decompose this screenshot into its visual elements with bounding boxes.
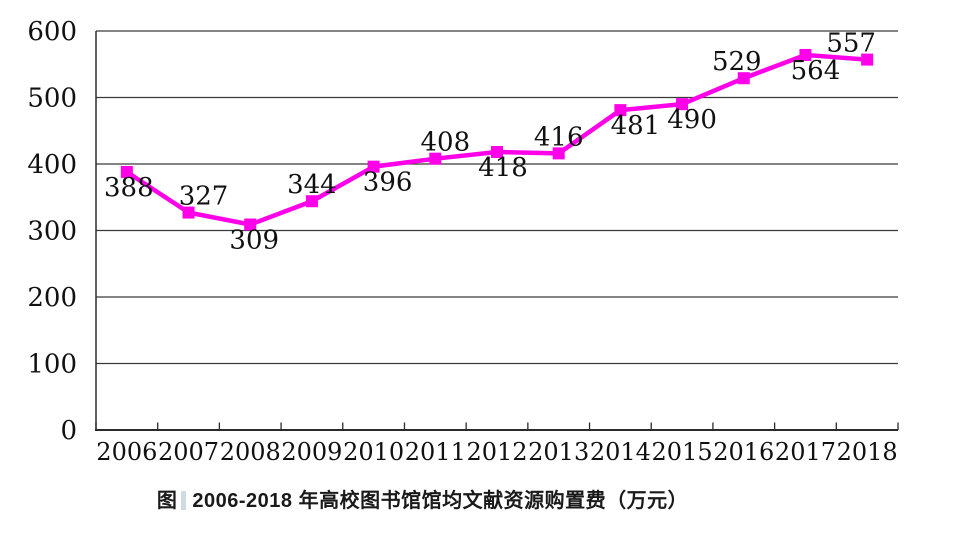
data-value-label: 418	[478, 153, 528, 183]
x-tick-label: 2016	[713, 438, 774, 466]
data-value-label: 529	[712, 47, 762, 77]
y-tick-label: 0	[60, 416, 77, 446]
data-value-label: 564	[791, 56, 841, 86]
data-point-marker	[552, 147, 565, 160]
x-tick-label: 2011	[405, 438, 466, 466]
data-point-marker	[429, 152, 442, 165]
data-point-marker	[861, 53, 874, 66]
x-tick-label: 2008	[220, 438, 281, 466]
data-value-label: 388	[104, 173, 154, 203]
x-tick-label: 2018	[837, 438, 898, 466]
data-point-marker	[676, 98, 689, 111]
data-value-label: 327	[179, 182, 229, 212]
data-point-marker	[367, 160, 380, 173]
x-tick-label: 2009	[281, 438, 342, 466]
data-value-label: 557	[826, 29, 876, 59]
data-value-label: 344	[287, 170, 337, 200]
data-point-marker	[244, 218, 257, 231]
data-point-marker	[182, 206, 195, 219]
x-tick-label: 2006	[96, 438, 157, 466]
x-tick-label: 2015	[652, 438, 713, 466]
caption-prefix: 图	[156, 490, 178, 512]
x-tick-label: 2012	[466, 438, 527, 466]
y-tick-label: 200	[27, 283, 77, 313]
data-point-marker	[491, 146, 503, 159]
x-tick-label: 2017	[775, 438, 836, 466]
data-point-marker	[614, 104, 627, 117]
data-point-marker	[799, 48, 812, 61]
y-tick-label: 400	[27, 150, 77, 180]
x-tick-label: 2010	[343, 438, 404, 466]
x-tick-label: 2007	[158, 438, 219, 466]
series-line	[124, 52, 870, 227]
data-value-label: 490	[667, 105, 717, 135]
y-tick-label: 500	[27, 84, 77, 114]
x-tick-label: 2014	[590, 438, 651, 466]
y-tick-label: 100	[27, 350, 77, 380]
data-point-marker	[737, 72, 750, 85]
chart-caption: 图 2006-2018 年高校图书馆馆均文献资源购置费（万元）	[0, 484, 845, 513]
caption-highlight-bar	[181, 491, 187, 510]
data-value-label: 416	[534, 122, 584, 152]
data-value-label: 396	[363, 168, 413, 198]
data-point-marker	[305, 195, 318, 208]
y-tick-label: 300	[27, 217, 77, 247]
data-value-label: 481	[611, 111, 661, 141]
x-tick-label: 2013	[528, 438, 589, 466]
data-value-label: 309	[229, 226, 279, 256]
data-value-label: 408	[420, 128, 470, 158]
caption-text: 2006-2018 年高校图书馆馆均文献资源购置费（万元）	[192, 490, 689, 512]
data-point-marker	[120, 165, 133, 178]
y-tick-label: 600	[27, 17, 77, 47]
